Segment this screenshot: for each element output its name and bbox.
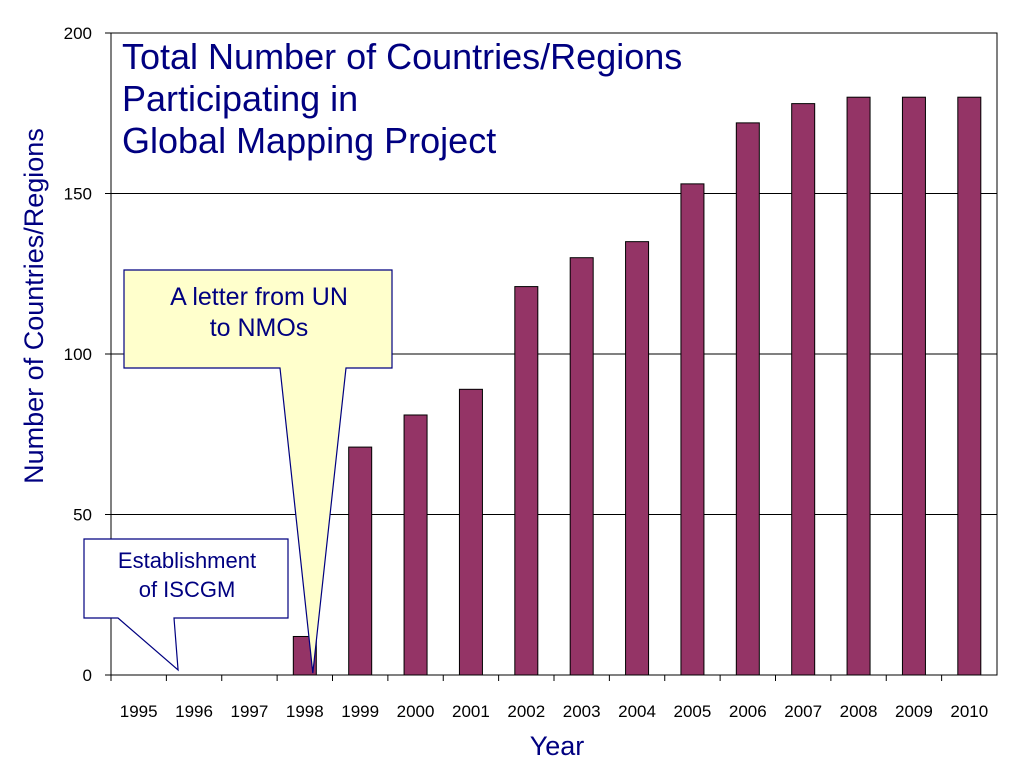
callouts: [83, 269, 393, 674]
chart-title-line-1: Total Number of Countries/Regions: [122, 36, 683, 77]
x-tick-labels: 1995 1996 1997 1998 1999 2000 2001 2002 2003 2004…: [110, 675, 988, 721]
callout-un-letter-text: A letter from UN to NMOs: [128, 282, 390, 344]
x-tick-label-2001: 2001: [452, 702, 490, 721]
callout-un-letter-box: [123, 269, 393, 674]
x-tick-label-2003: 2003: [563, 702, 601, 721]
bar-2003: [569, 257, 594, 676]
y-tick-label-150: 150: [64, 185, 92, 204]
callout-iscgm-line-1: Establishment: [117, 548, 257, 573]
chart-title: Total Number of Countries/Regions Partic…: [122, 36, 882, 162]
x-tick-label-2005: 2005: [674, 702, 712, 721]
y-tick-label-0: 0: [83, 666, 92, 685]
bar-2008: [846, 96, 871, 676]
bar-2004: [625, 241, 650, 676]
x-tick-label-2000: 2000: [397, 702, 435, 721]
bar-2007: [791, 103, 816, 676]
x-tick-label-1998: 1998: [286, 702, 324, 721]
y-tick-label-100: 100: [64, 345, 92, 364]
callout-iscgm-box: [83, 538, 289, 672]
bar-2000: [403, 414, 428, 676]
x-tick-label-2010: 2010: [950, 702, 988, 721]
x-tick-label-2007: 2007: [784, 702, 822, 721]
bar-2010: [957, 96, 982, 676]
chart-title-line-3: Global Mapping Project: [122, 120, 497, 161]
x-tick-label-1997: 1997: [231, 702, 269, 721]
callout-iscgm-text: Establishment of ISCGM: [84, 546, 290, 604]
x-tick-label-1995: 1995: [120, 702, 158, 721]
x-tick-label-1996: 1996: [175, 702, 213, 721]
x-tick-label-2004: 2004: [618, 702, 656, 721]
bar-2009: [901, 96, 926, 676]
bar-1999: [348, 446, 373, 676]
callout-iscgm-line-2: of ISCGM: [138, 577, 236, 602]
bar-2006: [735, 122, 760, 676]
x-axis-label: Year: [529, 731, 585, 761]
bar-2002: [514, 286, 539, 676]
y-tick-label-50: 50: [73, 506, 92, 525]
bar-2005: [680, 183, 705, 676]
chart-title-line-2: Participating in: [122, 78, 359, 119]
y-axis-label: Number of Countries/Regions: [19, 128, 49, 484]
x-tick-label-2002: 2002: [507, 702, 545, 721]
y-tick-label-200: 200: [64, 24, 92, 43]
callout-un-letter-line-2: to NMOs: [209, 314, 309, 342]
x-tick-label-2006: 2006: [729, 702, 767, 721]
bars: [292, 96, 982, 676]
x-tick-label-2008: 2008: [840, 702, 878, 721]
bar-2001: [458, 388, 483, 676]
callout-un-letter-line-1: A letter from UN: [170, 283, 348, 311]
x-tick-label-2009: 2009: [895, 702, 933, 721]
x-tick-label-1999: 1999: [341, 702, 379, 721]
y-tick-labels: 0 50 100 150 200: [64, 24, 92, 685]
